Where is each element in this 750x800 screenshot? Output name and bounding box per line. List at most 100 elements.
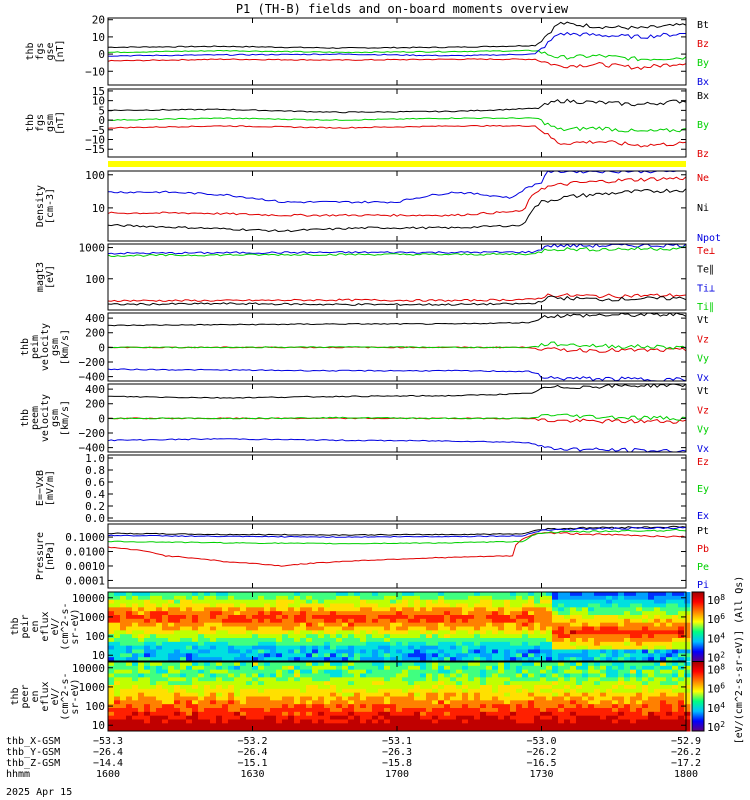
spectrogram-cell	[540, 615, 547, 620]
spectrogram-cell	[402, 634, 409, 639]
spectrogram-cell	[426, 708, 433, 713]
spectrogram-cell	[630, 615, 637, 620]
spectrogram-cell	[552, 607, 559, 612]
spectrogram-cell	[492, 681, 499, 686]
spectrogram-cell	[246, 641, 253, 647]
spectrogram-cell	[246, 662, 253, 667]
spectrogram-cell	[342, 615, 349, 620]
spectrogram-cell	[264, 649, 271, 654]
spectrogram-cell	[612, 708, 619, 713]
spectrogram-cell	[354, 645, 361, 650]
spectrogram-cell	[540, 630, 547, 635]
spectrogram-cell	[510, 715, 517, 720]
spectrogram-cell	[108, 696, 115, 701]
ephemeris-label: thb_X-GSM	[6, 736, 60, 747]
spectrogram-cell	[312, 711, 319, 717]
spectrogram-cell	[282, 700, 289, 705]
spectrogram-cell	[516, 595, 523, 601]
spectrogram-cell	[462, 653, 469, 658]
spectrogram-cell	[348, 607, 355, 612]
spectrogram-cell	[534, 700, 541, 705]
spectrogram-cell	[432, 708, 439, 713]
y-tick-label: −200	[79, 356, 106, 369]
spectrogram-cell	[246, 622, 253, 627]
spectrogram-cell	[474, 662, 481, 667]
spectrogram-cell	[396, 603, 403, 608]
spectrogram-cell	[618, 688, 625, 694]
spectrogram-cell	[204, 665, 211, 671]
spectrogram-cell	[288, 607, 295, 612]
spectrogram-cell	[456, 611, 463, 616]
spectrogram-cell	[594, 641, 601, 647]
spectrogram-cell	[642, 657, 649, 662]
spectrogram-cell	[510, 599, 517, 604]
spectrogram-cell	[300, 653, 307, 658]
spectrogram-cell	[480, 634, 487, 639]
spectrogram-cell	[408, 727, 415, 732]
spectrogram-cell	[612, 611, 619, 616]
spectrogram-cell	[192, 645, 199, 650]
spectrogram-cell	[108, 711, 115, 717]
spectrogram-cell	[492, 708, 499, 713]
spectrogram-cell	[252, 715, 259, 720]
spectrogram-cell	[186, 592, 193, 597]
spectrogram-cell	[138, 622, 145, 627]
spectrogram-cell	[390, 677, 397, 682]
y-axis-label: [km/s]	[60, 400, 71, 436]
spectrogram-cell	[672, 649, 679, 654]
spectrogram-cell	[588, 677, 595, 682]
spectrogram-cell	[540, 622, 547, 627]
spectrogram-cell	[132, 611, 139, 616]
spectrogram-cell	[480, 645, 487, 650]
spectrogram-cell	[486, 599, 493, 604]
spectrogram-cell	[402, 645, 409, 650]
spectrogram-cell	[156, 611, 163, 616]
spectrogram-cell	[312, 704, 319, 709]
spectrogram-cell	[594, 727, 601, 732]
colorbar-tick-label: 106	[707, 612, 725, 626]
spectrogram-cell	[282, 711, 289, 717]
spectrogram-cell	[414, 665, 421, 671]
spectrogram-cell	[216, 649, 223, 654]
spectrogram-cell	[144, 592, 151, 597]
spectrogram-cell	[510, 688, 517, 694]
spectrogram-cell	[384, 723, 391, 728]
spectrogram-cell	[378, 704, 385, 709]
spectrogram-cell	[300, 615, 307, 620]
spectrogram-cell	[342, 653, 349, 658]
spectrogram-cell	[300, 622, 307, 627]
spectrogram-cell	[198, 622, 205, 627]
spectrogram-cell	[150, 662, 157, 667]
spectrogram-cell	[282, 592, 289, 597]
spectrogram-cell	[558, 715, 565, 720]
spectrogram-cell	[168, 685, 175, 690]
spectrogram-cell	[372, 634, 379, 639]
spectrogram-cell	[300, 700, 307, 705]
spectrogram-cell	[618, 645, 625, 650]
spectrogram-cell	[300, 711, 307, 717]
spectrogram-cell	[330, 595, 337, 601]
spectrogram-cell	[192, 688, 199, 694]
spectrogram-cell	[150, 688, 157, 694]
spectrogram-cell	[558, 723, 565, 728]
spectrogram-cell	[546, 677, 553, 682]
spectrogram-cell	[132, 723, 139, 728]
spectrogram-cell	[540, 634, 547, 639]
spectrogram-cell	[648, 677, 655, 682]
spectrogram-cell	[684, 638, 691, 643]
spectrogram-cell	[582, 704, 589, 709]
spectrogram-cell	[126, 618, 133, 624]
spectrogram-cell	[672, 723, 679, 728]
spectrogram-cell	[216, 669, 223, 674]
spectrogram-cell	[606, 592, 613, 597]
spectrogram-cell	[570, 719, 577, 724]
y-axis-label: peim	[30, 335, 41, 359]
spectrogram-cell	[660, 685, 667, 690]
spectrogram-cell	[426, 727, 433, 732]
spectrogram-cell	[528, 653, 535, 658]
spectrogram-cell	[642, 607, 649, 612]
spectrogram-cell	[258, 649, 265, 654]
spectrogram-cell	[372, 692, 379, 697]
spectrogram-cell	[438, 727, 445, 732]
spectrogram-cell	[186, 715, 193, 720]
